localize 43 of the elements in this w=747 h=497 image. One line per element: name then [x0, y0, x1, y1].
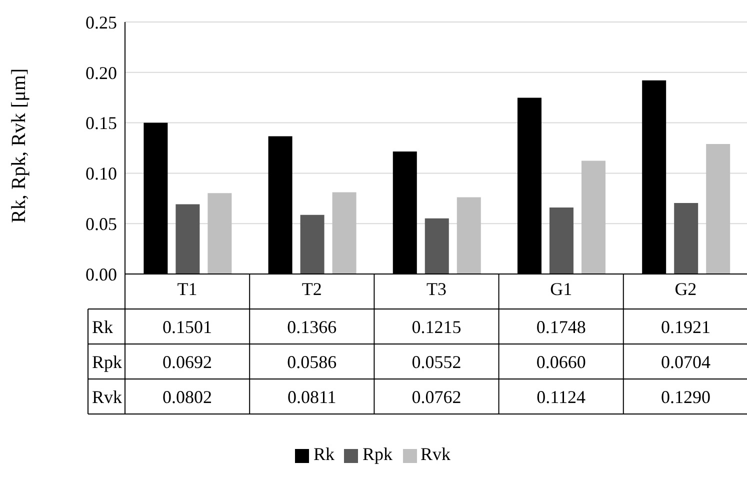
- data-label: 0.1290: [660, 387, 710, 407]
- data-label: 0.0660: [536, 352, 586, 372]
- bar: [332, 192, 356, 274]
- data-label: 0.1124: [536, 387, 586, 407]
- legend-label: Rk: [313, 444, 334, 464]
- bar: [176, 204, 200, 274]
- text: Rpk: [92, 352, 122, 372]
- data-label: 0.0762: [412, 387, 462, 407]
- legend-label: Rpk: [362, 444, 392, 464]
- data-label: 0.0586: [287, 352, 337, 372]
- bar: [300, 214, 324, 274]
- x-tick-label: T2: [302, 278, 322, 299]
- x-tick-label: T1: [177, 278, 198, 299]
- y-tick-label: 0.20: [86, 62, 117, 83]
- x-tick-label: G2: [674, 278, 697, 299]
- bar: [549, 207, 574, 274]
- x-tick-label: G1: [550, 278, 572, 299]
- y-tick-label: 0.00: [86, 264, 117, 284]
- y-axis-title: Rk, Rpk, Rvk [μm]: [8, 68, 30, 223]
- bar: [674, 203, 698, 274]
- bar: [208, 193, 232, 274]
- data-label: 0.0704: [660, 352, 710, 372]
- legend-label: Rvk: [420, 444, 451, 464]
- y-tick-label: 0.15: [86, 113, 117, 134]
- y-tick-label: 0.10: [86, 164, 117, 184]
- data-label: 0.0692: [162, 352, 212, 372]
- data-label: 0.0811: [287, 387, 336, 407]
- data-label: 0.1366: [287, 317, 337, 337]
- data-label: 0.1921: [660, 317, 710, 337]
- y-tick-label: 0.25: [86, 12, 117, 32]
- data-label: 0.1215: [412, 317, 462, 337]
- data-label: 0.0552: [412, 352, 462, 372]
- text: Rvk: [92, 387, 122, 407]
- bar: [581, 160, 606, 274]
- bar: [706, 144, 730, 274]
- text: Rk: [92, 317, 114, 337]
- bar: [456, 197, 481, 274]
- data-label: 0.0802: [162, 387, 212, 407]
- y-tick-label: 0.05: [86, 214, 117, 234]
- bar: [424, 218, 449, 274]
- data-label: 0.1748: [536, 317, 586, 337]
- data-label: 0.1501: [162, 317, 212, 337]
- x-tick-label: T3: [426, 278, 446, 299]
